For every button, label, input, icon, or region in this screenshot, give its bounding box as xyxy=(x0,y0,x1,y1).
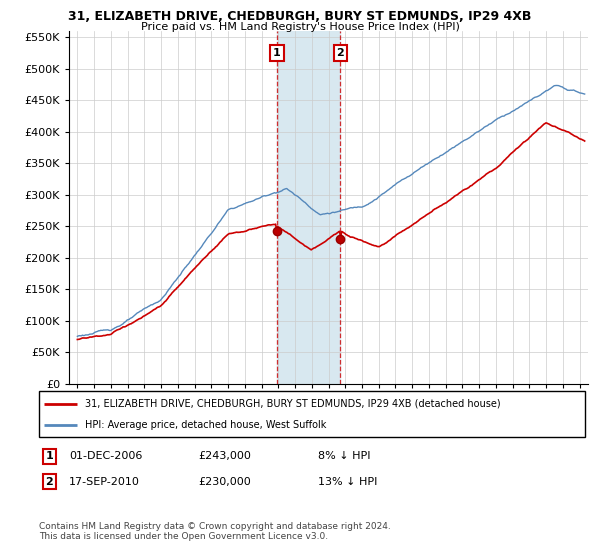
Bar xyxy=(277,31,340,384)
Text: £230,000: £230,000 xyxy=(198,477,251,487)
Text: Contains HM Land Registry data © Crown copyright and database right 2024.
This d: Contains HM Land Registry data © Crown c… xyxy=(39,522,391,542)
Text: 1: 1 xyxy=(273,48,281,58)
Text: 13% ↓ HPI: 13% ↓ HPI xyxy=(318,477,377,487)
Text: 2: 2 xyxy=(337,48,344,58)
Text: 31, ELIZABETH DRIVE, CHEDBURGH, BURY ST EDMUNDS, IP29 4XB (detached house): 31, ELIZABETH DRIVE, CHEDBURGH, BURY ST … xyxy=(85,399,501,409)
FancyBboxPatch shape xyxy=(39,391,585,437)
Text: 2: 2 xyxy=(46,477,53,487)
Text: 17-SEP-2010: 17-SEP-2010 xyxy=(69,477,140,487)
Text: HPI: Average price, detached house, West Suffolk: HPI: Average price, detached house, West… xyxy=(85,421,327,430)
Text: Price paid vs. HM Land Registry's House Price Index (HPI): Price paid vs. HM Land Registry's House … xyxy=(140,22,460,32)
Text: £243,000: £243,000 xyxy=(198,451,251,461)
Text: 8% ↓ HPI: 8% ↓ HPI xyxy=(318,451,371,461)
Text: 01-DEC-2006: 01-DEC-2006 xyxy=(69,451,142,461)
Text: 31, ELIZABETH DRIVE, CHEDBURGH, BURY ST EDMUNDS, IP29 4XB: 31, ELIZABETH DRIVE, CHEDBURGH, BURY ST … xyxy=(68,10,532,23)
Text: 1: 1 xyxy=(46,451,53,461)
